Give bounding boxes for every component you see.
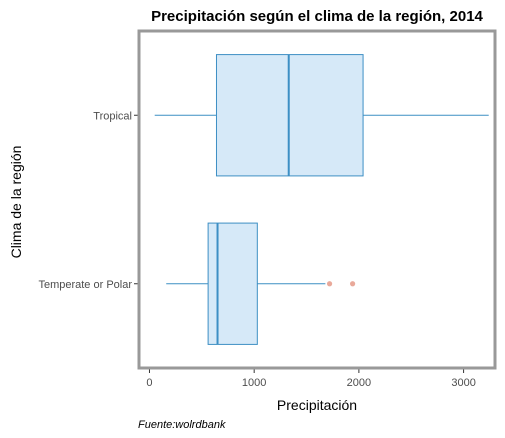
chart-title: Precipitación según el clima de la regió… (151, 8, 483, 25)
y-tick-label-temperate-or-polar: Temperate or Polar (38, 279, 132, 291)
y-axis-title: Clima de la región (8, 146, 24, 259)
caption: Fuente:wolrdbank (138, 419, 226, 431)
outlier-temperate-or-polar-2 (350, 281, 356, 287)
x-tick-label-2000: 2000 (347, 377, 371, 389)
x-tick-label-1000: 1000 (242, 377, 266, 389)
plot-area: 0 1000 2000 3000 Temperate or Polar Tropical (38, 29, 497, 389)
outlier-temperate-or-polar-1 (326, 281, 333, 287)
box-tropical (215, 54, 364, 177)
box-temperate-or-polar (207, 222, 258, 345)
y-tick-label-tropical: Tropical (93, 110, 132, 122)
x-tick-label-0: 0 (146, 377, 152, 389)
panel-border (137, 29, 497, 370)
x-tick-label-3000: 3000 (451, 377, 475, 389)
x-axis-title: Precipitación (277, 397, 357, 413)
